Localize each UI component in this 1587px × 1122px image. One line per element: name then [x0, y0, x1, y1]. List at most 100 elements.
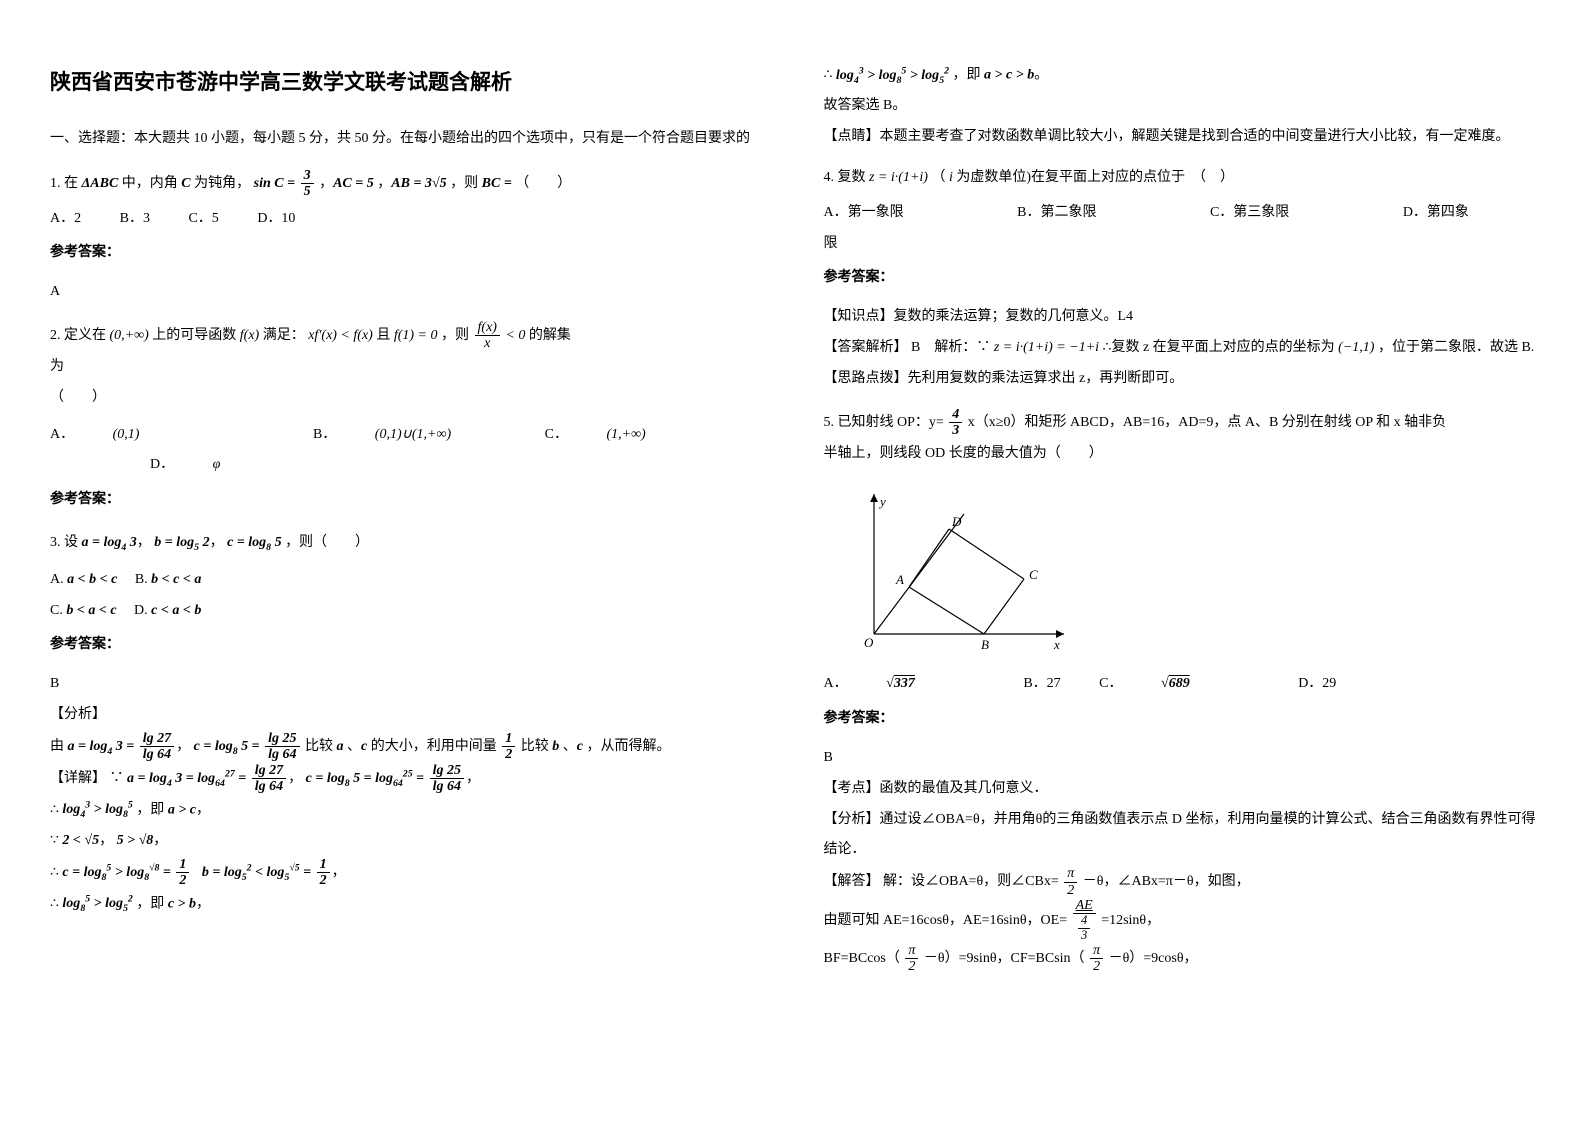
label-O: O: [864, 635, 874, 650]
q3-c: c = log8 5: [227, 535, 282, 550]
q4-knowledge-text: 复数的乘法运算；复数的几何意义。L4: [894, 309, 1134, 324]
ray-OP: [874, 514, 964, 634]
q3-optD-label: D.: [134, 603, 148, 618]
c2-comment: 【点睛】本题主要考查了对数函数单调比较大小，解题关键是找到合适的中间变量进行大小…: [824, 122, 1538, 153]
q2-mid2: 满足：: [263, 328, 305, 343]
q3-optC-formula: b < a < c: [66, 603, 116, 618]
q3-a1-mid3: 比较: [521, 739, 549, 754]
q2-lt0: < 0: [505, 328, 525, 343]
line-AD: [909, 529, 949, 587]
q1-AB: AB = 3√5: [391, 176, 446, 191]
q2-optD: D． φ: [150, 457, 255, 472]
q5-optD: D．29: [1298, 676, 1336, 691]
q2-optD-label: D．: [150, 457, 174, 472]
q2-optA: A． (0,1): [50, 427, 174, 442]
q3-optA-formula: a < b < c: [67, 572, 117, 587]
q5-optC-label: C．: [1099, 676, 1122, 691]
q2-optA-label: A．: [50, 427, 74, 442]
q4-optA: A．第一象限: [824, 205, 904, 220]
q3-optD-formula: c < a < b: [151, 603, 201, 618]
q2-answer-label: 参考答案：: [50, 485, 764, 516]
q4-aa-t3: ，位于第二象限．故选 B.: [1378, 340, 1534, 355]
q2-options: A． (0,1) B． (0,1)∪(1,+∞) C． (1,+∞) D． φ: [50, 420, 764, 482]
q3-detail-label: 【详解】: [50, 771, 106, 786]
q1-C: C: [181, 176, 190, 191]
q5-answer: B: [824, 743, 1538, 774]
q3-a1-ac: a: [337, 739, 344, 754]
q5-solve-t3b: －θ）=9sinθ，CF=BCsin（: [924, 951, 1085, 966]
q3-options-row1: A. a < b < c B. b < c < a: [50, 565, 764, 596]
c2-topline: ∴ log43 > log85 > log52 ，即 a > c > b。: [824, 60, 1538, 91]
q2-optC-label: C．: [545, 427, 568, 442]
q3-analysis-label: 【分析】: [50, 700, 764, 731]
q3-prefix: 3. 设: [50, 535, 78, 550]
q4-thought-text: 先利用复数的乘法运算求出 z，再判断即可。: [908, 371, 1184, 386]
q4-aa-label: 【答案解析】: [824, 340, 908, 355]
q4-z: z = i·(1+i): [869, 170, 928, 185]
q3-step1: ∴ log43 > log85 ，即 a > c，: [50, 795, 764, 826]
q5-answer-label: 参考答案：: [824, 704, 1538, 735]
q1-optC: C．5: [188, 211, 218, 226]
q3-a1-mid2: 的大小，利用中间量: [371, 739, 497, 754]
q3-b: b = log5 2: [154, 535, 209, 550]
q3-a1-end: ，从而得解。: [586, 739, 670, 754]
q1-options: A．2 B．3 C．5 D．10: [50, 204, 764, 235]
c2-conclusion: 故答案选 B。: [824, 91, 1538, 122]
graph-svg: y x O A B C D: [844, 484, 1074, 654]
label-A: A: [895, 572, 904, 587]
q3-d-f2: c = log8 5 = log6425 =: [306, 771, 428, 786]
q2-frac: f(x)x: [475, 320, 500, 352]
q4-answer-analysis: 【答案解析】 B 解析：∵ z = i·(1+i) = −1+i ∴复数 z 在…: [824, 333, 1538, 364]
q1-optB: B．3: [120, 211, 150, 226]
q5-solve-t2: 由题可知 AE=16cosθ，AE=16sinθ，OE=: [824, 913, 1068, 928]
q4-answer-label: 参考答案：: [824, 263, 1538, 294]
line-AB: [909, 587, 984, 634]
q4-aa-t1: B 解析：∵: [911, 340, 990, 355]
q1-sinC: sin C =: [254, 176, 299, 191]
line-DC: [949, 529, 1024, 579]
q5-line2: 半轴上，则线段 OD 长度的最大值为（ ）: [824, 439, 1538, 470]
q1-mid1: 中，内角: [122, 176, 178, 191]
q3-step3: ∴ c = log85 > log8√8 = 12 b = log52 < lo…: [50, 857, 764, 889]
q4-aa-t2: ∴复数 z 在复平面上对应的点的坐标为: [1103, 340, 1335, 355]
label-D: D: [951, 514, 962, 529]
q4-mid2: 为虚数单位)在复平面上对应的点位于 （ ）: [956, 170, 1234, 185]
q5-analysis-text: 通过设∠OBA=θ，并用角θ的三角函数值表示点 D 坐标，利用向量模的计算公式、…: [824, 812, 1536, 858]
q5-solve-label: 【解答】: [824, 874, 880, 889]
q3-answer: B: [50, 669, 764, 700]
q5-solve-t1b: －θ，∠ABx=π－θ，如图，: [1083, 874, 1250, 889]
q2-interval: (0,+∞): [110, 328, 149, 343]
q3-answer-label: 参考答案：: [50, 630, 764, 661]
q4-knowledge: 【知识点】复数的乘法运算；复数的几何意义。L4: [824, 302, 1538, 333]
q2-line2: 为: [50, 352, 764, 383]
label-y: y: [878, 494, 886, 509]
question-3: 3. 设 a = log4 3， b = log5 2， c = log8 5 …: [50, 528, 764, 920]
q3-optB-formula: b < c < a: [151, 572, 201, 587]
q2-fx: f(x): [240, 328, 259, 343]
q3-a1-f2: c = log8 5 =: [194, 739, 263, 754]
q2-mid4: ，则: [441, 328, 469, 343]
q2-optB-label: B．: [313, 427, 336, 442]
q1-text: 1. 在 ΔABC 中，内角 C 为钝角， sin C = 35 ，AC = 5…: [50, 176, 571, 191]
question-2: 2. 定义在 (0,+∞) 上的可导函数 f(x) 满足： xf′(x) < f…: [50, 320, 764, 516]
q5-options: A． √337 B．27 C． √689 D．29: [824, 669, 1538, 700]
q1-mid2: 为钝角，: [194, 176, 250, 191]
question-4: 4. 复数 z = i·(1+i) （ i 为虚数单位)在复平面上对应的点位于 …: [824, 163, 1538, 395]
q5-frac43: 43: [949, 407, 962, 439]
q4-optB: B．第二象限: [1017, 205, 1096, 220]
q1-answer: A: [50, 277, 764, 308]
q5-solve-t1: 解：设∠OBA=θ，则∠CBx=: [883, 874, 1059, 889]
question-5: 5. 已知射线 OP：y= 43 x（x≥0）和矩形 ABCD，AB=16，AD…: [824, 407, 1538, 975]
q2-blank: （ ）: [50, 383, 764, 414]
q1-optD: D．10: [257, 211, 295, 226]
q3-d-pre: ∵: [110, 771, 124, 786]
q2-prefix: 2. 定义在: [50, 328, 106, 343]
q2-ineq: xf′(x) < f(x): [308, 328, 373, 343]
q1-answer-label: 参考答案：: [50, 238, 764, 269]
label-C: C: [1029, 567, 1038, 582]
q3-optB-label: B.: [135, 572, 148, 587]
line-BC: [984, 579, 1024, 634]
q1-prefix: 1. 在: [50, 176, 78, 191]
q1-optA: A．2: [50, 211, 81, 226]
document-title: 陕西省西安市苍游中学高三数学文联考试题含解析: [50, 60, 764, 106]
